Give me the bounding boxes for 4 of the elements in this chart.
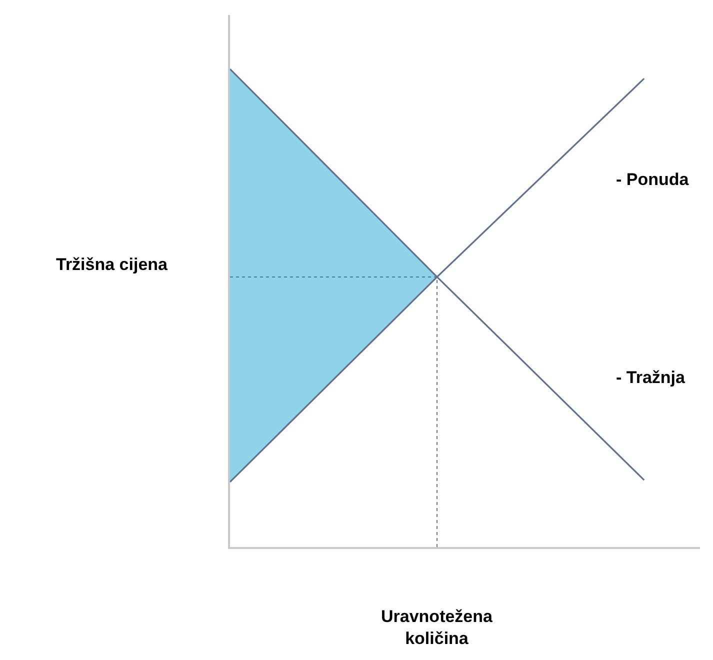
text: - Tražnja <box>616 368 686 387</box>
y-axis-title: Tržišna cijena <box>56 255 168 274</box>
text: - Ponuda <box>616 170 690 189</box>
x-axis-title: Uravnotežena količina <box>381 607 494 648</box>
